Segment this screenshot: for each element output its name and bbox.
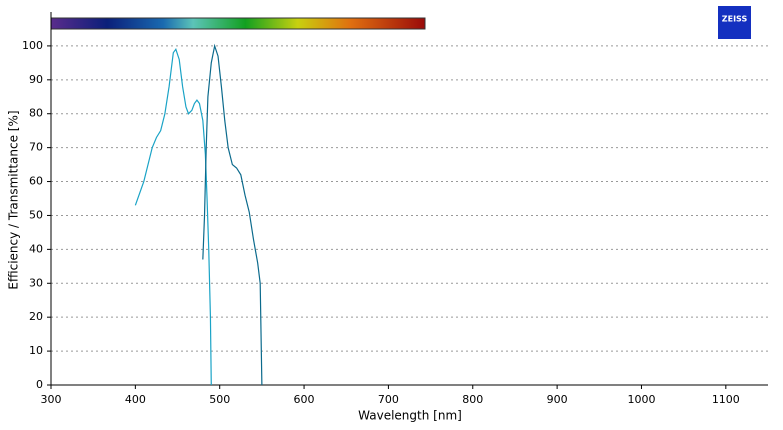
series-line: [134, 48, 212, 386]
y-tick-label: 50: [29, 208, 43, 221]
spectrum-bar: [50, 17, 426, 30]
series-line: [202, 43, 263, 386]
x-tick-label: 600: [294, 393, 315, 406]
y-tick-label: 90: [29, 73, 43, 86]
y-tick-label: 10: [29, 344, 43, 357]
y-tick-label: 80: [29, 107, 43, 120]
x-tick-label: 900: [547, 393, 568, 406]
x-tick-label: 700: [378, 393, 399, 406]
y-tick-label: 0: [36, 378, 43, 391]
y-tick-label: 30: [29, 276, 43, 289]
x-tick-label: 300: [41, 393, 62, 406]
y-tick-label: 100: [22, 39, 43, 52]
logo: ZEISS: [722, 15, 748, 24]
y-axis-label: Efficiency / Transmittance [%]: [7, 110, 21, 289]
x-tick-label: 1100: [712, 393, 740, 406]
x-axis-label: Wavelength [nm]: [358, 409, 462, 423]
logo-box: [718, 6, 751, 39]
x-tick-label: 400: [125, 393, 146, 406]
y-tick-label: 20: [29, 310, 43, 323]
x-tick-label: 500: [209, 393, 230, 406]
y-tick-label: 70: [29, 141, 43, 154]
x-tick-label: 1000: [627, 393, 655, 406]
y-tick-label: 60: [29, 175, 43, 188]
y-tick-label: 40: [29, 242, 43, 255]
x-tick-label: 800: [462, 393, 483, 406]
